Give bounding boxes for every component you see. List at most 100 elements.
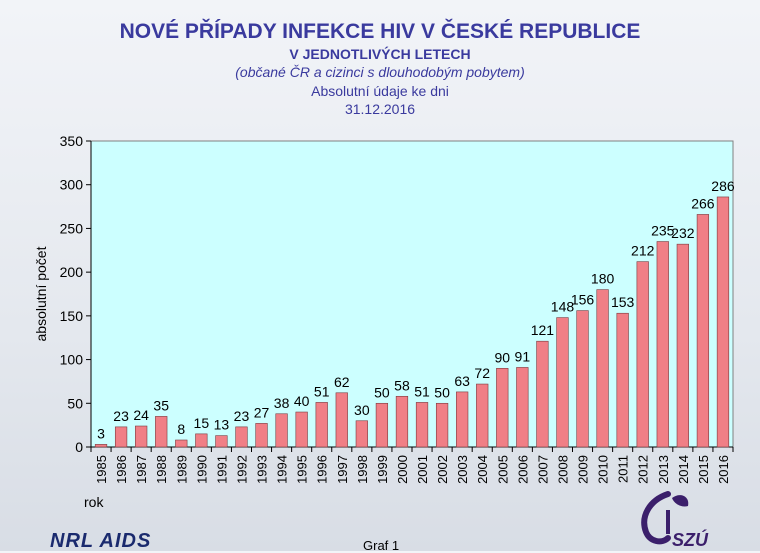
x-tick-label-1988: 1988	[154, 455, 169, 484]
y-tick-label: 0	[75, 439, 83, 455]
bar-1985	[94, 444, 108, 448]
x-tick-label-1989: 1989	[174, 455, 189, 484]
x-tick-label-1996: 1996	[315, 455, 330, 484]
data-label-1994: 38	[274, 395, 290, 411]
data-label-2014: 232	[671, 225, 695, 241]
x-tick-label-1991: 1991	[214, 455, 229, 484]
data-label-1996: 51	[314, 383, 330, 399]
data-label-2002: 50	[434, 384, 450, 400]
data-label-2016: 286	[711, 178, 735, 194]
data-label-1985: 3	[97, 425, 105, 441]
y-tick-label: 300	[60, 177, 84, 193]
data-label-2011: 153	[611, 294, 635, 310]
szu-logo-leaf-icon	[672, 495, 689, 507]
x-tick-label-2008: 2008	[555, 455, 570, 484]
bar-2008	[556, 317, 569, 448]
data-label-1998: 30	[354, 402, 370, 418]
x-tick-label-2015: 2015	[696, 455, 711, 484]
x-tick-label-1995: 1995	[295, 455, 310, 484]
bar-1996	[315, 402, 328, 448]
x-tick-label-2009: 2009	[576, 455, 591, 484]
szu-logo-swirl-icon	[641, 491, 671, 545]
bar-1991	[215, 435, 228, 448]
data-label-2013: 235	[651, 223, 675, 239]
x-tick-label-2005: 2005	[495, 455, 510, 484]
data-label-1999: 50	[374, 384, 390, 400]
x-tick-label-1994: 1994	[275, 455, 290, 484]
chart-date: 31.12.2016	[344, 101, 416, 117]
data-label-1991: 13	[214, 417, 230, 433]
bar-2009	[576, 310, 589, 448]
x-tick-label-2016: 2016	[716, 455, 731, 484]
chart-basis: Absolutní údaje ke dni	[311, 83, 449, 99]
data-label-1986: 23	[113, 408, 129, 424]
x-tick-label-2012: 2012	[636, 455, 651, 484]
x-tick-label-1987: 1987	[134, 455, 149, 484]
data-label-2007: 121	[531, 322, 555, 338]
x-tick-label-2011: 2011	[616, 455, 631, 483]
y-tick-label: 50	[67, 395, 83, 411]
x-tick-label-2010: 2010	[596, 455, 611, 484]
bar-1993	[255, 423, 268, 448]
data-label-1988: 35	[153, 397, 169, 413]
x-tick-label-1999: 1999	[375, 455, 390, 484]
x-tick-label-1998: 1998	[355, 455, 370, 484]
y-tick-label: 150	[60, 308, 84, 324]
bar-1998	[355, 420, 368, 448]
x-tick-label-2003: 2003	[455, 455, 470, 484]
data-label-1992: 23	[234, 408, 250, 424]
data-label-2015: 266	[691, 195, 715, 211]
x-tick-label-1997: 1997	[335, 455, 350, 484]
chart-subtitle: V JEDNOTLIVÝCH LETECH	[289, 46, 471, 62]
data-label-2012: 212	[631, 243, 655, 259]
bar-1988	[155, 416, 168, 448]
bar-1995	[295, 411, 308, 448]
bar-2006	[516, 367, 529, 448]
y-tick-label: 350	[60, 133, 84, 149]
data-label-1990: 15	[194, 415, 210, 431]
bar-2014	[676, 243, 689, 448]
x-tick-label-2007: 2007	[535, 455, 550, 484]
y-axis-label: absolutní počet	[33, 246, 49, 341]
x-tick-label-1985: 1985	[94, 455, 109, 484]
bar-1994	[275, 413, 288, 448]
data-label-1995: 40	[294, 393, 310, 409]
bar-2001	[415, 402, 429, 448]
bar-2003	[456, 391, 469, 448]
bar-2000	[395, 395, 409, 448]
bar-2005	[496, 368, 509, 448]
data-label-2005: 90	[494, 349, 510, 365]
bar-1987	[135, 425, 148, 448]
bar-1997	[335, 392, 348, 448]
bar-1990	[195, 433, 208, 448]
data-label-1997: 62	[334, 374, 350, 390]
x-tick-label-2004: 2004	[475, 455, 490, 484]
data-label-2001: 51	[414, 383, 430, 399]
x-tick-label-2014: 2014	[676, 455, 691, 484]
x-tick-label-2013: 2013	[656, 455, 671, 484]
x-tick-label-1993: 1993	[255, 455, 270, 484]
data-label-2006: 91	[515, 348, 531, 364]
bar-2012	[636, 261, 649, 448]
data-label-1989: 8	[177, 421, 185, 437]
x-tick-label-2000: 2000	[395, 455, 410, 484]
data-label-2009: 156	[571, 292, 595, 308]
y-tick-label: 200	[60, 264, 84, 280]
x-axis-label: rok	[84, 494, 104, 510]
chart-note: (občané ČR a cizinci s dlouhodobým pobyt…	[235, 64, 525, 80]
data-label-2000: 58	[394, 377, 410, 393]
data-label-1987: 24	[133, 407, 149, 423]
data-label-2010: 180	[591, 271, 615, 287]
bar-2004	[476, 383, 489, 448]
bar-2013	[656, 241, 669, 448]
y-tick-label: 100	[60, 352, 84, 368]
bar-2002	[435, 402, 449, 448]
graph-caption: Graf 1	[363, 538, 400, 553]
bar-2010	[596, 289, 609, 448]
bar-2011	[616, 312, 629, 448]
data-label-2008: 148	[551, 299, 575, 315]
data-label-1993: 27	[254, 404, 270, 420]
x-tick-label-2006: 2006	[515, 455, 530, 484]
szu-logo: SZÚ	[641, 491, 709, 550]
